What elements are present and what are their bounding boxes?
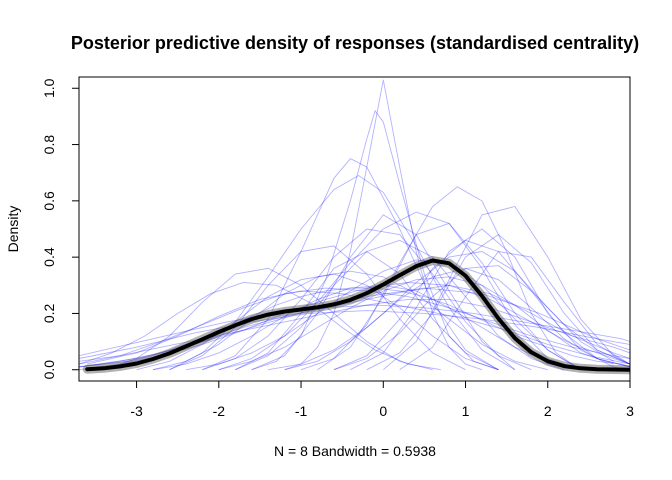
x-tick-label: 1 [462, 403, 470, 419]
y-tick-label: 0.6 [41, 191, 57, 211]
posterior-draw-line-17 [79, 310, 630, 359]
posterior-draw-line-6 [79, 287, 630, 365]
posterior-draw-line-19 [317, 222, 581, 371]
x-tick-label: 0 [379, 403, 387, 419]
y-axis-label: Density [5, 206, 21, 253]
posterior-draw-line-15 [383, 205, 630, 371]
posterior-draw-line-25 [79, 304, 630, 357]
x-tick-label: -1 [295, 403, 308, 419]
posterior-draw-line-7 [350, 228, 630, 371]
posterior-draw-line-20 [136, 273, 499, 371]
y-tick-label: 0.0 [41, 360, 57, 380]
chart-title: Posterior predictive density of response… [71, 33, 639, 53]
x-tick-label: 3 [626, 403, 634, 419]
posterior-draw-line-34 [333, 265, 630, 371]
posterior-draw-line-2 [251, 109, 499, 371]
posterior-draw-line-28 [79, 282, 441, 371]
posterior-draw-line-16 [152, 270, 548, 371]
posterior-draw-line-22 [79, 298, 630, 362]
observed-density-layer [82, 256, 630, 375]
y-tick-label: 0.2 [41, 303, 57, 323]
x-tick-label: -3 [130, 403, 143, 419]
posterior-draw-line-9 [87, 290, 630, 365]
posterior-draw-line-0 [79, 287, 630, 368]
posterior-draw-line-23 [202, 228, 532, 371]
posterior-draw-line-18 [185, 259, 581, 371]
posterior-draw-line-24 [366, 234, 630, 371]
posterior-draw-line-29 [218, 276, 614, 371]
posterior-draw-line-30 [399, 251, 630, 371]
y-axis: 0.0 0.2 0.4 0.6 0.8 1.0 [41, 78, 80, 380]
x-axis: -3 -2 -1 0 1 2 3 [130, 380, 634, 419]
posterior-draw-line-21 [268, 267, 630, 371]
x-axis-label: N = 8 Bandwidth = 0.5938 [274, 443, 436, 459]
posterior-draw-line-3 [202, 158, 499, 371]
posterior-draw-line-1 [284, 79, 483, 371]
posterior-draw-line-27 [284, 251, 614, 371]
y-tick-label: 0.8 [41, 135, 57, 155]
posterior-draw-line-10 [251, 214, 516, 371]
x-tick-label: 2 [544, 403, 552, 419]
posterior-draw-line-4 [300, 186, 581, 371]
y-tick-label: 0.4 [41, 247, 57, 267]
posterior-draw-line-8 [218, 211, 581, 371]
posterior-draw-line-12 [103, 267, 433, 371]
y-tick-label: 1.0 [41, 78, 57, 98]
posterior-draw-line-32 [235, 250, 499, 371]
observed-density-line-0 [85, 258, 630, 372]
posterior-draw-line-26 [169, 245, 466, 371]
posterior-draw-line-11 [333, 239, 630, 371]
posterior-draw-line-14 [235, 239, 565, 371]
x-tick-label: -2 [213, 403, 226, 419]
posterior-draw-line-35 [152, 284, 581, 371]
